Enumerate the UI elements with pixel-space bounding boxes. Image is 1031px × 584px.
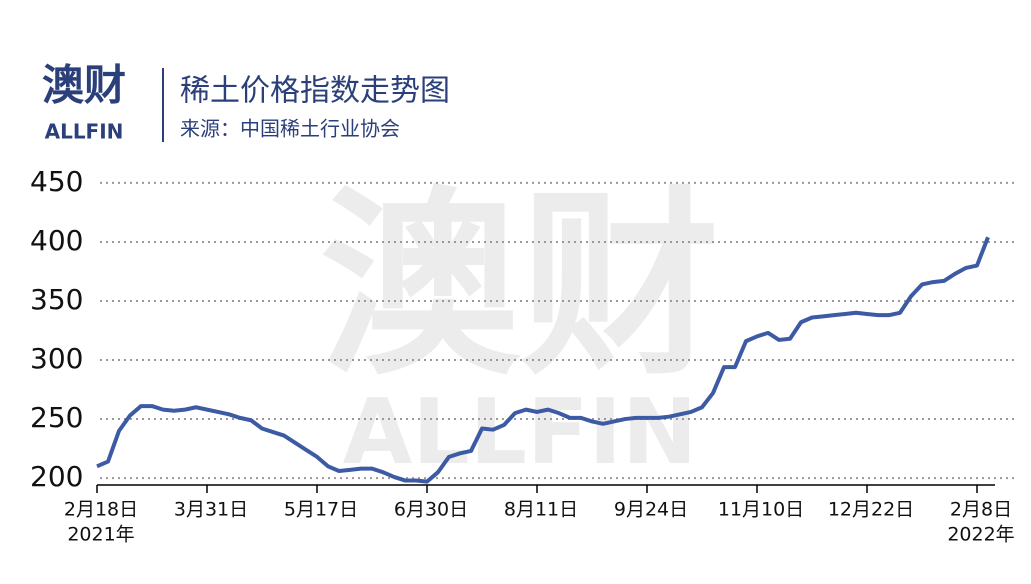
x-tick-label: 3月31日 — [174, 499, 248, 521]
y-tick-label: 250 — [30, 401, 83, 434]
watermark: 澳财 — [320, 170, 720, 403]
x-tick-label: 12月22日 — [828, 499, 914, 521]
y-tick-label: 200 — [30, 460, 83, 493]
year-label: 2021年 — [67, 524, 134, 546]
y-tick-label: 350 — [30, 283, 83, 316]
y-tick-label: 300 — [30, 342, 83, 375]
y-tick-label: 450 — [30, 165, 83, 198]
chart-title: 稀土价格指数走势图 — [180, 74, 450, 109]
logo-en: ALLFIN — [45, 120, 124, 144]
x-tick-label: 2月8日 — [950, 499, 1012, 521]
x-tick-label: 8月11日 — [504, 499, 578, 521]
logo: 澳财 — [42, 61, 126, 110]
y-tick-label: 400 — [30, 224, 83, 257]
x-tick-label: 2月18日 — [64, 499, 138, 521]
x-tick-label: 11月10日 — [718, 499, 804, 521]
x-tick-label: 9月24日 — [614, 499, 688, 521]
year-label: 2022年 — [947, 524, 1014, 546]
x-tick-label: 6月30日 — [394, 499, 468, 521]
x-tick-label: 5月17日 — [284, 499, 358, 521]
chart-subtitle: 来源：中国稀土行业协会 — [180, 117, 400, 141]
watermark-en: ALLFIN — [343, 380, 698, 485]
data-line — [96, 236, 990, 484]
